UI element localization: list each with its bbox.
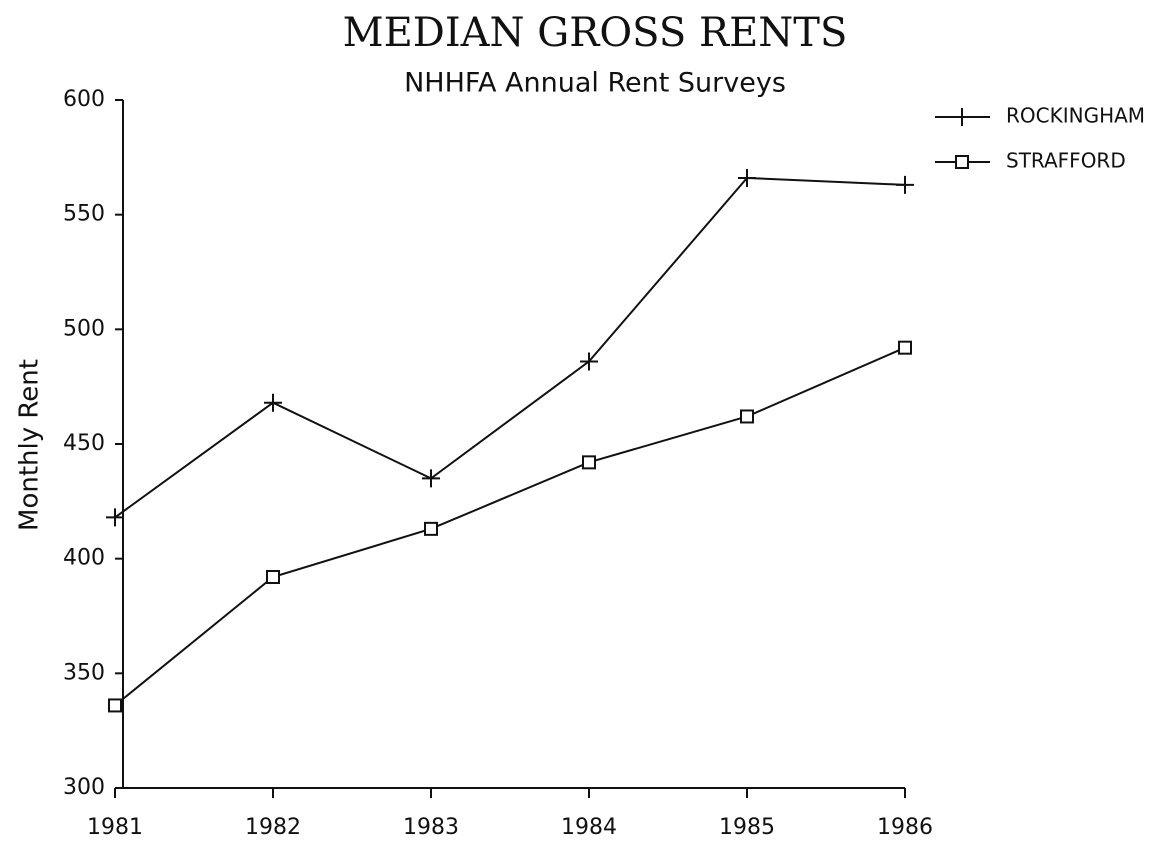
point [740,409,754,424]
x-tick-label: 1982 [245,815,301,840]
point [580,352,598,371]
y-tick-label: 500 [63,316,105,341]
y-tick-label: 550 [63,202,105,227]
x-tick-label: 1984 [561,815,617,840]
y-tick-label: 450 [63,431,105,456]
y-axis-label: Monthly Rent [15,359,45,531]
series-line [114,176,906,519]
point [422,469,440,488]
chart-title: MEDIAN GROSS RENTS [343,10,848,56]
point [738,168,756,187]
point [582,455,596,470]
x-tick-label: 1981 [87,815,143,840]
point [264,393,282,412]
x-tick-label: 1985 [719,815,775,840]
y-tick-label: 300 [63,775,105,800]
point [955,155,969,169]
chart-subtitle: NHHFA Annual Rent Surveys [404,68,786,99]
x-tick-label: 1986 [877,815,933,840]
y-tick-label: 400 [63,546,105,571]
series-line [114,346,906,707]
point [106,508,124,527]
point [896,175,914,194]
y-tick-label: 600 [63,87,105,112]
legend-label: STRAFFORD [1006,149,1126,173]
point [266,570,280,585]
y-tick-label: 350 [63,660,105,685]
legend-label: ROCKINGHAM [1006,104,1145,128]
point [108,698,122,713]
point [898,340,912,355]
point [953,108,971,126]
x-tick-label: 1983 [403,815,459,840]
point [424,521,438,536]
